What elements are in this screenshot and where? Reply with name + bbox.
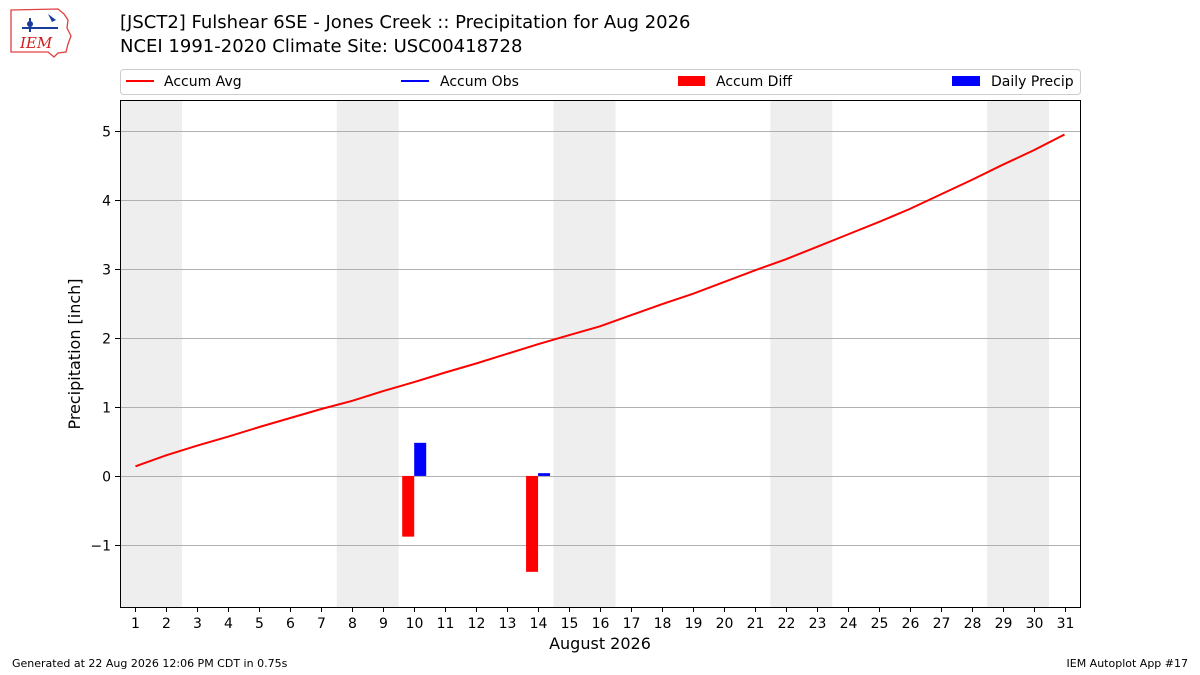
- gridlines: [120, 131, 1080, 546]
- legend: Accum Avg Accum Obs Accum Diff Daily Pre…: [120, 69, 1081, 95]
- x-tick-label: 11: [437, 616, 455, 632]
- x-tick-label: 25: [871, 616, 889, 632]
- x-tick-label: 7: [317, 616, 326, 632]
- y-tick-label: 5: [102, 125, 111, 141]
- x-tick-label: 10: [406, 616, 424, 632]
- accum-diff-bar: [402, 475, 415, 537]
- x-tick-label: 27: [933, 616, 951, 632]
- y-tick-label: −1: [90, 539, 111, 555]
- footer-app-label: IEM Autoplot App #17: [1066, 657, 1189, 670]
- x-tick-label: 12: [468, 616, 486, 632]
- weekend-band: [120, 100, 182, 607]
- x-axis-label: August 2026: [549, 634, 651, 653]
- x-tick-label: 29: [995, 616, 1013, 632]
- x-tick-label: 1: [131, 616, 140, 632]
- legend-frame: [120, 69, 1081, 95]
- x-tick-label: 4: [224, 616, 233, 632]
- y-axis-label: Precipitation [inch]: [65, 278, 84, 429]
- x-tick-label: 16: [592, 616, 610, 632]
- legend-accum-diff: Accum Diff: [678, 74, 792, 90]
- weekend-band: [987, 100, 1050, 607]
- weekend-band: [553, 100, 616, 607]
- x-tick-label: 6: [286, 616, 295, 632]
- x-tick-label: 15: [561, 616, 579, 632]
- legend-daily-precip-label: Daily Precip: [991, 74, 1074, 90]
- x-tick-label: 26: [902, 616, 920, 632]
- x-tick-label: 31: [1057, 616, 1075, 632]
- x-tick-label: 13: [499, 616, 517, 632]
- y-tick-label: 0: [102, 470, 111, 486]
- logo-text: IEM: [19, 34, 53, 52]
- y-tick-label: 3: [102, 263, 111, 279]
- x-tick-label: 18: [654, 616, 672, 632]
- legend-daily-precip: Daily Precip: [952, 74, 1074, 90]
- x-tick-label: 28: [964, 616, 982, 632]
- x-tick-label: 5: [255, 616, 264, 632]
- bars: [402, 442, 551, 572]
- chart-subtitle: NCEI 1991-2020 Climate Site: USC00418728: [120, 36, 523, 57]
- iem-logo: IEM: [10, 8, 72, 58]
- x-tick-label: 17: [623, 616, 641, 632]
- lines: [135, 133, 1065, 468]
- x-tick-label: 3: [193, 616, 202, 632]
- x-tick-label: 2: [162, 616, 171, 632]
- x-tick-label: 20: [716, 616, 734, 632]
- weekend-band: [770, 100, 833, 607]
- legend-accum-obs-label: Accum Obs: [440, 74, 519, 90]
- legend-accum-diff-label: Accum Diff: [716, 74, 792, 90]
- legend-accum-obs: Accum Obs: [401, 74, 519, 90]
- legend-accum-diff-swatch: [678, 76, 705, 86]
- accum-diff-bar: [526, 475, 539, 572]
- x-tick-label: 24: [840, 616, 858, 632]
- weekend-shading: [120, 100, 1050, 607]
- accum-avg-line: [135, 133, 1065, 468]
- y-tick-label: 4: [102, 194, 111, 210]
- x-tick-label: 9: [379, 616, 388, 632]
- legend-daily-precip-swatch: [952, 76, 980, 86]
- x-axis: 1 2 3 4 5 6 7 8 9 10 11 12 13 14 15 16 17 18 19 20 21 22 23 24 2…: [131, 607, 1074, 632]
- y-tick-label: 1: [102, 401, 111, 417]
- x-tick-label: 19: [685, 616, 703, 632]
- footer-generated-info: Generated at 22 Aug 2026 12:06 PM CDT in…: [12, 657, 288, 670]
- y-axis: −1 0 1 2 3 4 5: [90, 125, 120, 555]
- daily-precip-bar: [538, 473, 551, 476]
- y-tick-label: 2: [102, 332, 111, 348]
- x-tick-label: 14: [530, 616, 548, 632]
- legend-accum-avg-label: Accum Avg: [164, 74, 242, 90]
- weekend-band: [336, 100, 399, 607]
- x-tick-label: 22: [778, 616, 796, 632]
- daily-precip-bar: [414, 442, 427, 476]
- x-tick-label: 30: [1026, 616, 1044, 632]
- x-tick-label: 21: [747, 616, 765, 632]
- chart-title: [JSCT2] Fulshear 6SE - Jones Creek :: Pr…: [120, 12, 691, 33]
- x-tick-label: 23: [809, 616, 827, 632]
- x-tick-label: 8: [348, 616, 357, 632]
- legend-accum-avg: Accum Avg: [126, 74, 242, 90]
